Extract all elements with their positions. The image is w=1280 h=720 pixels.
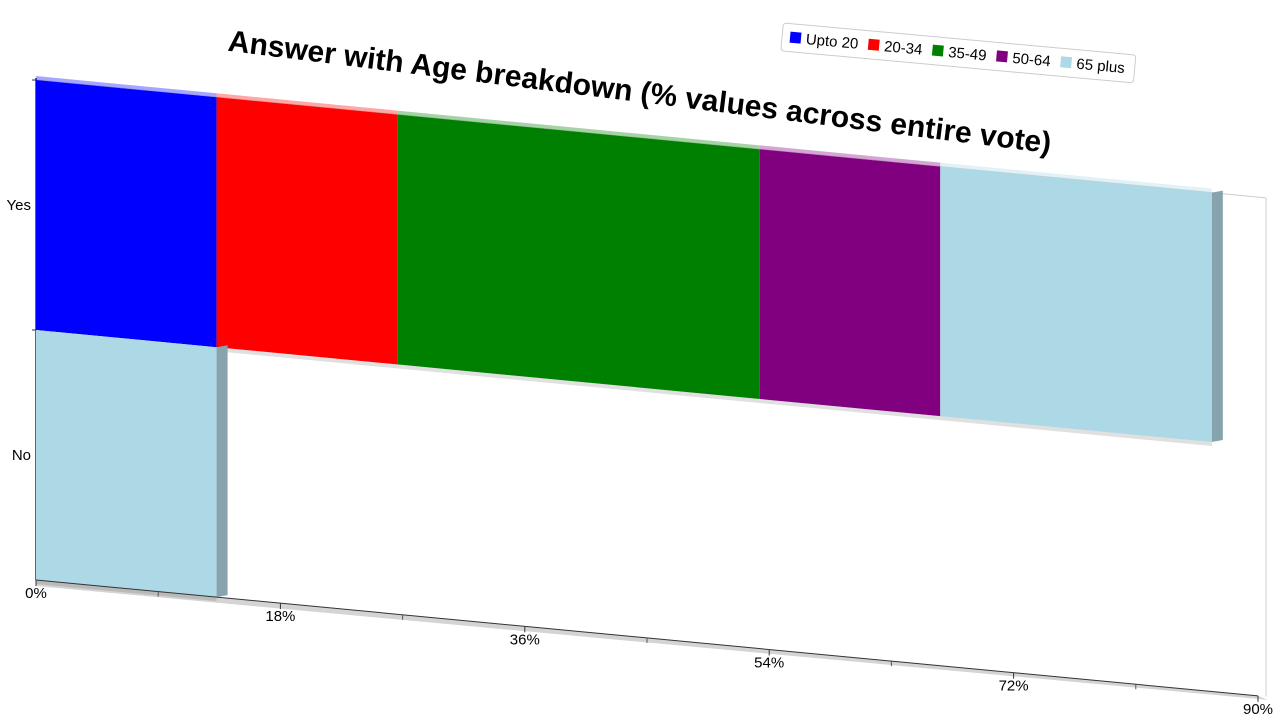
bar-top-bevel	[759, 145, 941, 167]
legend-swatch	[1060, 56, 1073, 69]
legend-item: 65 plus	[1060, 56, 1126, 77]
bar-segment	[36, 330, 217, 602]
bar-bottom-shadow	[216, 347, 398, 369]
bar-face	[759, 149, 941, 417]
legend-label: 65 plus	[1076, 56, 1126, 77]
bar-bottom-shadow	[397, 364, 760, 403]
y-tick-label: Yes	[7, 197, 31, 214]
legend-item: Upto 20	[789, 31, 859, 53]
bar-segment	[36, 76, 217, 352]
x-tick-label: 36%	[510, 631, 540, 648]
legend-item: 20-34	[867, 38, 923, 59]
legend-label: 50-64	[1012, 50, 1052, 70]
x-tick-label: 54%	[754, 655, 784, 672]
bar-segment	[759, 145, 941, 421]
bar-face	[940, 166, 1212, 443]
bar-bottom-shadow	[940, 416, 1212, 447]
y-axis: Yes No	[7, 79, 36, 464]
legend: Upto 20 20-34 35-49 50-64 65 plus	[780, 22, 1137, 84]
bar-segment	[216, 93, 398, 369]
bar-face	[216, 97, 398, 365]
bar-face	[36, 80, 217, 348]
bar-segment	[397, 110, 760, 403]
y-tick-label: No	[12, 447, 31, 464]
x-tick-label: 18%	[265, 608, 295, 625]
legend-label: Upto 20	[805, 31, 859, 53]
bar-face	[397, 114, 760, 399]
legend-label: 35-49	[947, 44, 987, 64]
legend-swatch	[789, 31, 802, 44]
x-tick-label: 72%	[999, 678, 1029, 695]
legend-box	[780, 22, 1137, 84]
legend-swatch	[931, 44, 944, 57]
bar-face	[36, 330, 217, 598]
bar-bottom-shadow	[759, 398, 941, 421]
bar-top-bevel	[216, 93, 398, 115]
bar-segment	[940, 162, 1212, 447]
bar-end-side	[1211, 190, 1223, 443]
bar-top-bevel	[36, 76, 217, 98]
legend-swatch	[996, 50, 1008, 63]
legend-item: 50-64	[996, 50, 1052, 70]
bar-end-side	[216, 345, 228, 598]
x-tick-label: 0%	[25, 585, 47, 602]
x-axis-floor	[36, 580, 1268, 700]
bar-bottom-shadow	[36, 580, 217, 602]
x-tick-label: 90%	[1243, 701, 1273, 718]
legend-label: 20-34	[883, 38, 923, 58]
legend-item: 35-49	[931, 44, 987, 64]
legend-swatch	[867, 38, 880, 51]
bar-top-bevel	[397, 110, 760, 150]
bars	[36, 76, 1223, 602]
x-axis: 0% 18% 36% 54% 72% 90%	[25, 579, 1273, 718]
bar-top-bevel	[940, 162, 1212, 193]
